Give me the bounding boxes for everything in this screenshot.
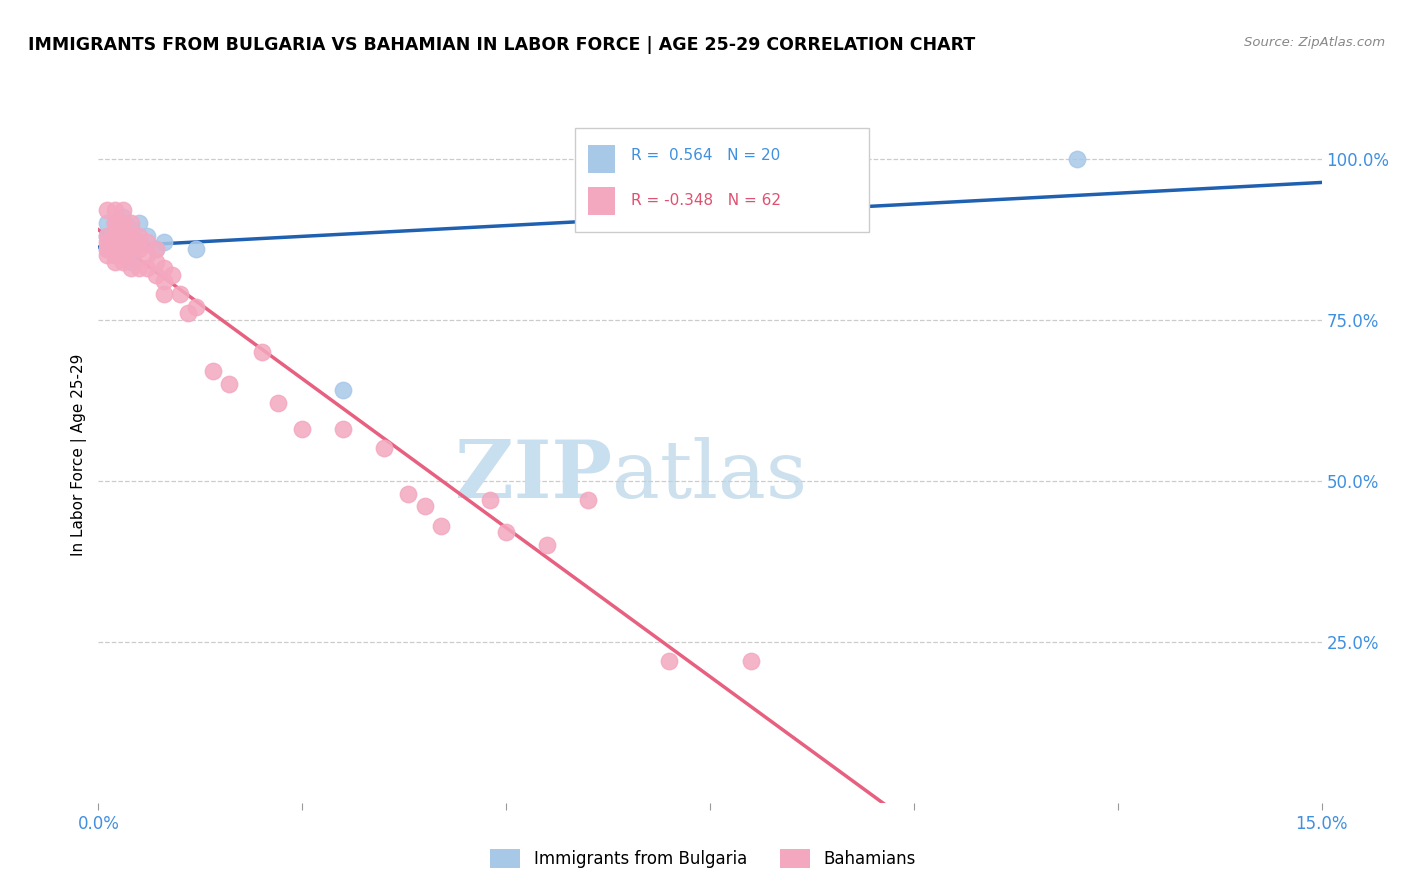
Point xyxy=(104,248,127,262)
Text: IMMIGRANTS FROM BULGARIA VS BAHAMIAN IN LABOR FORCE | AGE 25-29 CORRELATION CHAR: IMMIGRANTS FROM BULGARIA VS BAHAMIAN IN … xyxy=(28,36,976,54)
Point xyxy=(111,203,134,218)
Point xyxy=(120,248,142,262)
Point xyxy=(740,654,762,668)
Point xyxy=(96,228,118,243)
Point xyxy=(536,538,558,552)
Text: Source: ZipAtlas.com: Source: ZipAtlas.com xyxy=(1244,36,1385,49)
Point xyxy=(291,422,314,436)
Point xyxy=(96,216,118,230)
Point xyxy=(111,210,134,224)
Point xyxy=(373,442,395,456)
Point xyxy=(128,228,150,243)
Point xyxy=(104,228,127,243)
Point xyxy=(104,242,127,256)
Point xyxy=(128,261,150,276)
Point xyxy=(145,268,167,282)
Point xyxy=(111,235,134,250)
FancyBboxPatch shape xyxy=(588,187,614,215)
Point xyxy=(160,268,183,282)
Point xyxy=(104,203,127,218)
Point xyxy=(152,235,174,250)
Point xyxy=(413,500,436,514)
Point xyxy=(96,242,118,256)
Point xyxy=(96,248,118,262)
Point xyxy=(111,216,134,230)
Point xyxy=(250,344,273,359)
Legend: Immigrants from Bulgaria, Bahamians: Immigrants from Bulgaria, Bahamians xyxy=(484,842,922,875)
Point xyxy=(218,377,240,392)
Point xyxy=(104,216,127,230)
Point xyxy=(478,493,501,508)
Point xyxy=(1066,152,1088,166)
Point xyxy=(111,248,134,262)
Point xyxy=(576,493,599,508)
Point xyxy=(186,300,208,314)
Point xyxy=(104,235,127,250)
Point xyxy=(145,254,167,268)
Point xyxy=(120,254,142,268)
Point xyxy=(96,228,118,243)
Point xyxy=(136,248,159,262)
Text: ZIP: ZIP xyxy=(456,437,612,515)
Point xyxy=(136,228,159,243)
Point xyxy=(111,242,134,256)
Text: R =  0.564   N = 20: R = 0.564 N = 20 xyxy=(630,148,780,163)
Point xyxy=(120,242,142,256)
Point xyxy=(104,228,127,243)
Point xyxy=(96,203,118,218)
FancyBboxPatch shape xyxy=(575,128,869,232)
Point xyxy=(104,216,127,230)
Point xyxy=(104,242,127,256)
Point xyxy=(495,525,517,540)
Point xyxy=(332,422,354,436)
Y-axis label: In Labor Force | Age 25-29: In Labor Force | Age 25-29 xyxy=(72,354,87,556)
Point xyxy=(186,242,208,256)
Point xyxy=(152,261,174,276)
Point xyxy=(128,235,150,250)
Text: atlas: atlas xyxy=(612,437,807,515)
Point xyxy=(152,286,174,301)
Point xyxy=(111,228,134,243)
Point xyxy=(120,216,142,230)
FancyBboxPatch shape xyxy=(588,145,614,173)
Point xyxy=(104,254,127,268)
Point xyxy=(332,384,354,398)
Point xyxy=(396,486,419,500)
Point xyxy=(111,216,134,230)
Point xyxy=(128,216,150,230)
Point xyxy=(120,222,142,236)
Point xyxy=(120,235,142,250)
Point xyxy=(201,364,224,378)
Point xyxy=(104,235,127,250)
Point xyxy=(128,235,150,250)
Point xyxy=(152,274,174,288)
Point xyxy=(111,254,134,268)
Point xyxy=(267,396,290,410)
Point xyxy=(120,228,142,243)
Point xyxy=(111,228,134,243)
Point xyxy=(177,306,200,320)
Point xyxy=(136,235,159,250)
Point xyxy=(104,216,127,230)
Point xyxy=(128,242,150,256)
Point xyxy=(145,242,167,256)
Point xyxy=(658,654,681,668)
Point xyxy=(96,242,118,256)
Point xyxy=(136,261,159,276)
Point xyxy=(104,242,127,256)
Point xyxy=(111,228,134,243)
Point xyxy=(430,518,453,533)
Point xyxy=(145,242,167,256)
Text: R = -0.348   N = 62: R = -0.348 N = 62 xyxy=(630,194,780,209)
Point xyxy=(96,235,118,250)
Point xyxy=(111,242,134,256)
Point xyxy=(120,261,142,276)
Point xyxy=(169,286,191,301)
